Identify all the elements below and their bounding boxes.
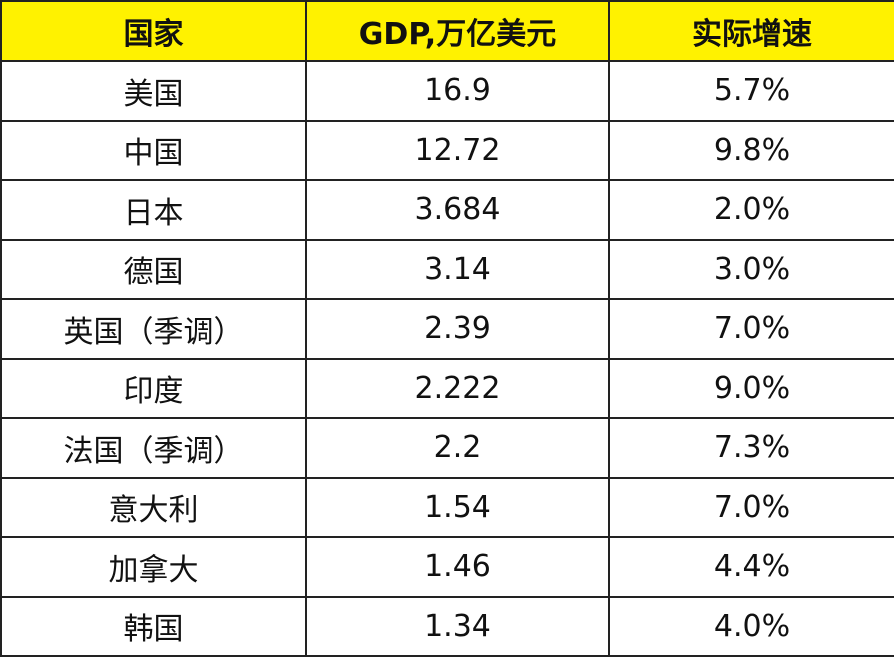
- table-row: 加拿大 1.46 4.4%: [0, 536, 894, 598]
- table-cell: 9.8%: [608, 119, 894, 181]
- table-cell: 7.3%: [608, 417, 894, 479]
- header-row: 国家 GDP,万亿美元 实际增速: [0, 0, 894, 62]
- table-cell: 3.684: [305, 179, 610, 241]
- header-cell: GDP,万亿美元: [305, 0, 610, 62]
- table-row: 意大利 1.54 7.0%: [0, 476, 894, 538]
- header-cell: 国家: [0, 0, 307, 62]
- table-cell: 印度: [0, 357, 307, 419]
- table-cell: 3.14: [305, 238, 610, 300]
- table-cell: 3.0%: [608, 238, 894, 300]
- table-cell: 加拿大: [0, 536, 307, 598]
- table-cell: 2.39: [305, 298, 610, 360]
- table-cell: 7.0%: [608, 298, 894, 360]
- table-row: 日本 3.684 2.0%: [0, 179, 894, 241]
- header-cell: 实际增速: [608, 0, 894, 62]
- table-row: 印度 2.222 9.0%: [0, 357, 894, 419]
- table-cell: 德国: [0, 238, 307, 300]
- table-row: 韩国 1.34 4.0%: [0, 595, 894, 657]
- table-row: 英国（季调） 2.39 7.0%: [0, 298, 894, 360]
- table-cell: 中国: [0, 119, 307, 181]
- table-cell: 7.0%: [608, 476, 894, 538]
- table-cell: 1.46: [305, 536, 610, 598]
- table-cell: 1.34: [305, 595, 610, 657]
- table-cell: 16.9: [305, 60, 610, 122]
- table-cell: 法国（季调）: [0, 417, 307, 479]
- table-body: 美国 16.9 5.7% 中国 12.72 9.8% 日本 3.684 2.0% 德国 3.14 3.…: [0, 60, 894, 657]
- table-cell: 5.7%: [608, 60, 894, 122]
- table-row: 法国（季调） 2.2 7.3%: [0, 417, 894, 479]
- table-cell: 12.72: [305, 119, 610, 181]
- table-cell: 美国: [0, 60, 307, 122]
- table-cell: 日本: [0, 179, 307, 241]
- table-row: 中国 12.72 9.8%: [0, 119, 894, 181]
- table-cell: 1.54: [305, 476, 610, 538]
- table-cell: 2.0%: [608, 179, 894, 241]
- table-cell: 4.0%: [608, 595, 894, 657]
- table-cell: 2.222: [305, 357, 610, 419]
- table-cell: 4.4%: [608, 536, 894, 598]
- table-row: 美国 16.9 5.7%: [0, 60, 894, 122]
- table-cell: 英国（季调）: [0, 298, 307, 360]
- table-cell: 2.2: [305, 417, 610, 479]
- table-row: 德国 3.14 3.0%: [0, 238, 894, 300]
- table-cell: 韩国: [0, 595, 307, 657]
- table-cell: 意大利: [0, 476, 307, 538]
- table-cell: 9.0%: [608, 357, 894, 419]
